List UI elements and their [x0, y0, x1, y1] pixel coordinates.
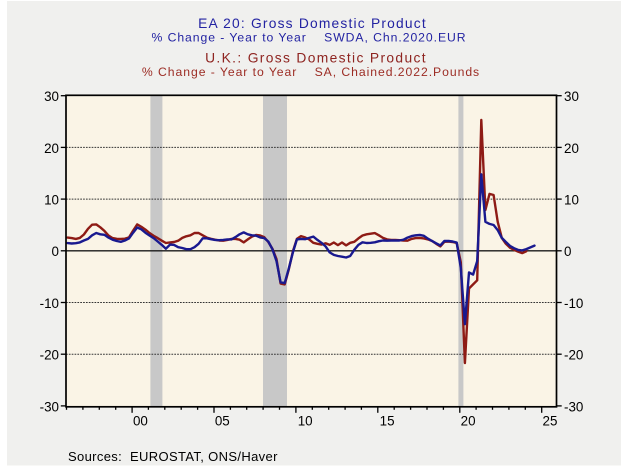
svg-text:Sources: EUROSTAT, ONS/Haver: Sources: EUROSTAT, ONS/Haver: [68, 449, 278, 464]
svg-text:-30: -30: [40, 399, 59, 414]
svg-text:10: 10: [44, 193, 59, 208]
svg-text:05: 05: [215, 414, 230, 429]
svg-text:-30: -30: [564, 399, 583, 414]
svg-text:0: 0: [564, 244, 571, 259]
svg-text:U.K.: Gross Domestic Product: U.K.: Gross Domestic Product: [205, 50, 427, 65]
svg-text:% Change - Year to Year SA,: % Change - Year to Year SA, Chained.2022…: [142, 65, 480, 79]
svg-text:10: 10: [298, 414, 313, 429]
svg-text:30: 30: [44, 89, 59, 104]
svg-text:-20: -20: [40, 348, 59, 363]
svg-text:00: 00: [133, 414, 148, 429]
svg-text:-10: -10: [40, 296, 59, 311]
svg-text:25: 25: [543, 414, 558, 429]
svg-text:15: 15: [380, 414, 395, 429]
svg-text:-10: -10: [564, 296, 583, 311]
svg-text:20: 20: [564, 141, 579, 156]
svg-text:EA 20: Gross Domestic Product: EA 20: Gross Domestic Product: [198, 16, 427, 31]
svg-text:-20: -20: [564, 348, 583, 363]
svg-text:30: 30: [564, 89, 579, 104]
svg-text:0: 0: [52, 244, 59, 259]
svg-text:10: 10: [564, 193, 579, 208]
svg-text:20: 20: [44, 141, 59, 156]
svg-text:% Change - Year to Year SWD: % Change - Year to Year SWDA, Chn.2020.E…: [151, 31, 466, 45]
svg-text:20: 20: [461, 414, 476, 429]
